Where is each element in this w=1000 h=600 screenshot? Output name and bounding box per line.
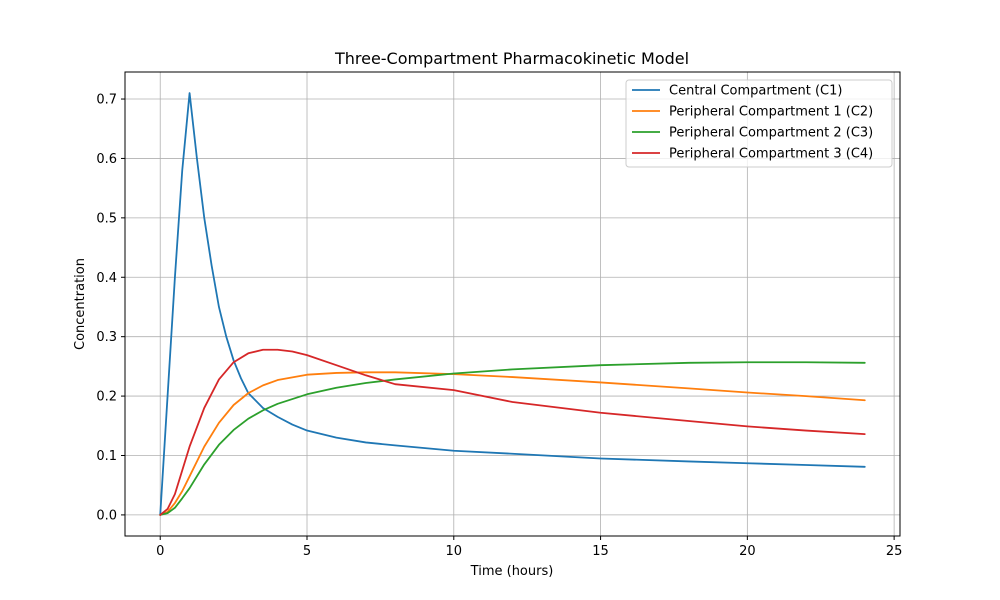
legend-label-3: Peripheral Compartment 2 (C3) bbox=[669, 126, 873, 141]
y-tick-label: 0.2 bbox=[96, 390, 117, 405]
y-tick-label: 0.5 bbox=[96, 211, 117, 226]
legend-box bbox=[625, 79, 893, 168]
legend-label-2: Peripheral Compartment 1 (C2) bbox=[669, 105, 873, 120]
x-axis-label: Time (hours) bbox=[470, 564, 554, 579]
x-tick-label: 10 bbox=[446, 544, 463, 559]
y-tick-label: 0.6 bbox=[96, 152, 117, 167]
y-tick-label: 0.4 bbox=[96, 271, 117, 286]
y-axis-label: Concentration bbox=[73, 258, 88, 350]
axes-frame bbox=[124, 71, 901, 537]
y-tick-label: 0.1 bbox=[96, 449, 117, 464]
legend: Central Compartment (C1) Peripheral Compa… bbox=[625, 79, 893, 168]
plot-area: 0 5 10 15 20 25 0.0 0.1 0.2 0.3 0.4 0.5 0.6 0.7 bbox=[96, 71, 902, 559]
y-tick-label: 0.0 bbox=[96, 508, 117, 523]
legend-label-4: Peripheral Compartment 3 (C4) bbox=[669, 147, 873, 162]
y-tick-label: 0.3 bbox=[96, 330, 117, 345]
chart-title: Three-Compartment Pharmacokinetic Model bbox=[334, 49, 689, 68]
series-line-2 bbox=[159, 371, 866, 516]
x-axis-ticks: 0 5 10 15 20 25 bbox=[156, 536, 902, 559]
series-line-3 bbox=[159, 361, 866, 516]
series-lines bbox=[159, 92, 866, 516]
x-tick-label: 15 bbox=[592, 544, 609, 559]
series-line-1 bbox=[159, 92, 866, 516]
y-tick-label: 0.7 bbox=[96, 93, 117, 108]
x-tick-label: 20 bbox=[739, 544, 756, 559]
x-tick-label: 25 bbox=[886, 544, 903, 559]
series-line-4 bbox=[159, 348, 866, 516]
x-tick-label: 0 bbox=[156, 544, 164, 559]
legend-label-1: Central Compartment (C1) bbox=[669, 84, 842, 99]
x-tick-label: 5 bbox=[303, 544, 311, 559]
grid-lines bbox=[125, 72, 900, 536]
y-axis-ticks: 0.0 0.1 0.2 0.3 0.4 0.5 0.6 0.7 bbox=[96, 93, 125, 523]
